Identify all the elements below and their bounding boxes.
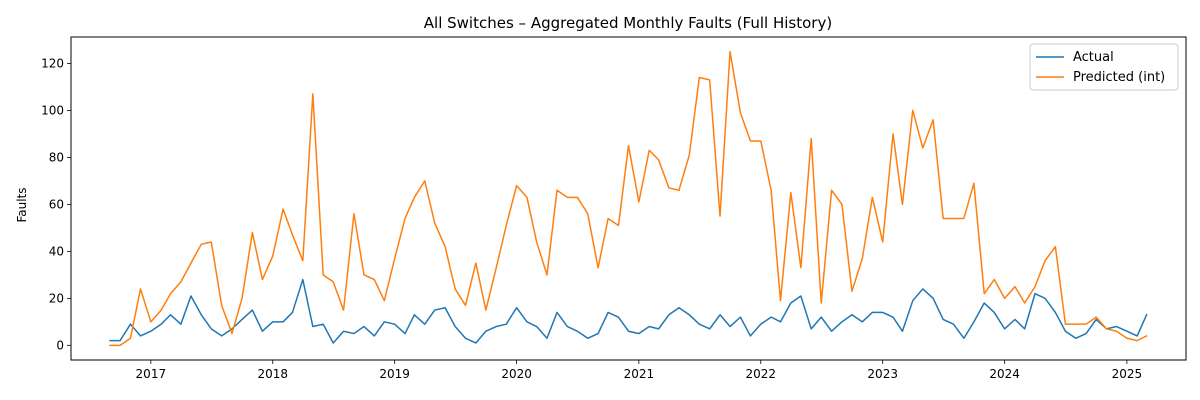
x-tick-label: 2019	[379, 367, 410, 381]
legend: Actual Predicted (int)	[1029, 43, 1179, 91]
y-tick-label: 0	[56, 338, 64, 352]
plot-frame	[70, 36, 1187, 361]
y-tick-label: 60	[49, 197, 64, 211]
y-axis: 0 20 40 60 80 100 120	[41, 56, 71, 352]
legend-label-actual: Actual	[1073, 50, 1114, 65]
x-tick-label: 2017	[136, 367, 167, 381]
series-line-actual	[109, 278, 1148, 344]
chart-title: All Switches – Aggregated Monthly Faults…	[424, 14, 832, 32]
series-line-predicted	[109, 50, 1148, 347]
y-tick-label: 20	[49, 291, 64, 305]
y-tick-label: 80	[49, 150, 64, 164]
x-tick-label: 2018	[257, 367, 288, 381]
x-tick-label: 2020	[501, 367, 532, 381]
y-tick-label: 120	[41, 56, 64, 70]
legend-label-predicted: Predicted (int)	[1073, 70, 1165, 85]
plot-area	[109, 50, 1148, 347]
x-tick-label: 2021	[624, 367, 655, 381]
y-axis-title: Faults	[15, 187, 29, 222]
legend-box	[1029, 43, 1179, 91]
y-tick-label: 100	[41, 103, 64, 117]
x-tick-label: 2024	[989, 367, 1020, 381]
x-axis: 2017 2018 2019 2020 2021 2022 2023 2024 2025	[136, 360, 1143, 381]
x-tick-label: 2025	[1112, 367, 1143, 381]
x-tick-label: 2023	[867, 367, 898, 381]
x-tick-label: 2022	[746, 367, 777, 381]
y-tick-label: 40	[49, 244, 64, 258]
